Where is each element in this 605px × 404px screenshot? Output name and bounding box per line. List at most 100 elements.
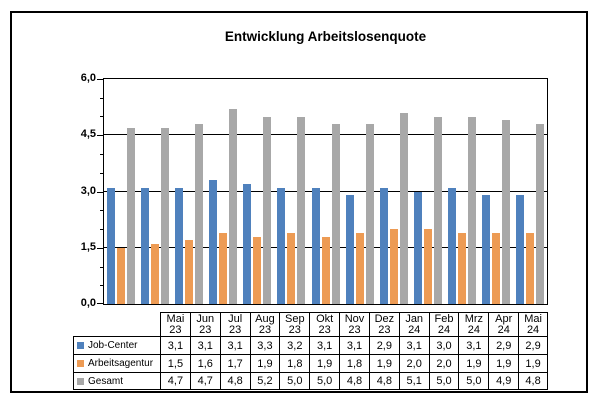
bar-job-center-jul-23	[175, 187, 184, 304]
table-header-mai-23: Mai 23	[160, 312, 190, 336]
bar-group-jul-23	[172, 79, 206, 304]
bar-gesamt-nov-23	[331, 124, 340, 304]
bar-arbeitsagentur-nov-23	[321, 236, 330, 304]
table-header-okt-23: Okt 23	[309, 312, 340, 336]
table-cell-arbeitsagentur-okt-23: 1,9	[309, 354, 340, 372]
bar-gesamt-okt-23	[297, 116, 306, 304]
y-minor-tick	[100, 228, 103, 230]
bar-group-dez-23	[343, 79, 377, 304]
y-minor-tick	[100, 97, 103, 99]
row-label-gesamt: Gesamt	[73, 372, 160, 390]
data-table: Mai 23 Jun 23 Jul 23 Aug 23 Sep 23 Okt 23 Nov 23 Dez 23…	[73, 312, 548, 390]
bar-arbeitsagentur-dez-23	[355, 232, 364, 304]
y-minor-tick	[100, 285, 103, 287]
table-header-mai-24: Mai 24	[518, 312, 548, 336]
bar-group-feb-24	[411, 79, 445, 304]
bar-job-center-mai-23	[107, 187, 116, 304]
table-cell-job-center-mai-23: 3,1	[160, 336, 190, 354]
bar-job-center-aug-23	[209, 180, 218, 304]
y-axis-label-1-5: 1,5	[80, 240, 96, 253]
bar-gesamt-sep-23	[263, 116, 272, 304]
bar-job-center-jan-24	[379, 187, 388, 304]
table-cell-job-center-apr-24: 2,9	[488, 336, 519, 354]
table-cell-job-center-sep-23: 3,2	[279, 336, 310, 354]
bar-gesamt-jan-24	[399, 112, 408, 304]
bar-gesamt-jun-23	[161, 127, 170, 304]
bar-group-mai-23	[104, 79, 138, 304]
bar-job-center-sep-23	[243, 184, 252, 304]
bar-gesamt-feb-24	[433, 116, 442, 304]
bar-group-sep-23	[240, 79, 274, 304]
bar-arbeitsagentur-jul-23	[185, 240, 194, 304]
bar-job-center-feb-24	[413, 191, 422, 304]
bar-arbeitsagentur-okt-23	[287, 232, 296, 304]
bar-gesamt-apr-24	[501, 120, 510, 304]
y-major-tick	[97, 247, 103, 249]
table-cell-gesamt-dez-23: 4,8	[368, 372, 399, 390]
bar-group-jun-23	[138, 79, 172, 304]
bar-group-jan-24	[377, 79, 411, 304]
table-cell-gesamt-mrz-24: 5,0	[458, 372, 489, 390]
y-axis-label-6-0: 6,0	[80, 72, 96, 84]
bar-arbeitsagentur-aug-23	[219, 232, 228, 304]
table-cell-gesamt-apr-24: 4,9	[488, 372, 519, 390]
table-cell-job-center-jan-24: 3,1	[398, 336, 429, 354]
bar-gesamt-jul-23	[195, 124, 204, 304]
table-header-mrz-24: Mrz 24	[458, 312, 489, 336]
y-minor-tick	[100, 116, 103, 118]
bar-arbeitsagentur-feb-24	[423, 229, 432, 304]
row-label-text-job-center: Job-Center	[88, 340, 138, 351]
bar-gesamt-mai-23	[127, 127, 136, 304]
y-minor-tick	[100, 153, 103, 155]
y-minor-tick	[100, 266, 103, 268]
table-cell-gesamt-mai-23: 4,7	[160, 372, 190, 390]
bar-arbeitsagentur-apr-24	[491, 232, 500, 304]
table-header-jun-23: Jun 23	[189, 312, 220, 336]
table-cell-gesamt-aug-23: 5,2	[249, 372, 280, 390]
table-cell-job-center-okt-23: 3,1	[309, 336, 340, 354]
y-axis-label-3-0: 3,0	[80, 184, 96, 197]
table-cell-arbeitsagentur-sep-23: 1,8	[279, 354, 310, 372]
y-major-tick	[97, 303, 103, 304]
y-major-tick	[97, 135, 103, 137]
table-cell-arbeitsagentur-mai-24: 1,9	[518, 354, 548, 372]
table-cell-job-center-nov-23: 3,1	[339, 336, 369, 354]
row-label-text-arbeitsagentur: Arbeitsagentur	[88, 358, 154, 369]
y-major-tick	[97, 191, 103, 193]
y-axis-label-0-0: 0,0	[80, 297, 96, 309]
table-header-jan-24: Jan 24	[398, 312, 429, 336]
bar-gesamt-mai-24	[535, 124, 544, 304]
bar-gesamt-aug-23	[229, 109, 238, 304]
table-cell-arbeitsagentur-aug-23: 1,9	[249, 354, 280, 372]
table-header-jul-23: Jul 23	[219, 312, 250, 336]
bar-group-okt-23	[274, 79, 308, 304]
bar-arbeitsagentur-mai-23	[117, 247, 126, 304]
y-major-tick	[97, 79, 103, 80]
table-cell-job-center-feb-24: 3,0	[428, 336, 459, 354]
table-cell-arbeitsagentur-mrz-24: 1,9	[458, 354, 489, 372]
table-corner-cell	[73, 312, 160, 336]
table-cell-gesamt-nov-23: 4,8	[339, 372, 369, 390]
bar-job-center-apr-24	[481, 195, 490, 304]
bar-job-center-mrz-24	[447, 187, 456, 304]
table-header-aug-23: Aug 23	[249, 312, 280, 336]
gridline	[104, 190, 547, 192]
table-cell-gesamt-jul-23: 4,8	[219, 372, 250, 390]
table-cell-arbeitsagentur-jul-23: 1,7	[219, 354, 250, 372]
bar-group-aug-23	[206, 79, 240, 304]
bar-job-center-dez-23	[345, 195, 354, 304]
table-cell-gesamt-okt-23: 5,0	[309, 372, 340, 390]
row-label-text-gesamt: Gesamt	[88, 375, 124, 387]
bar-arbeitsagentur-jun-23	[151, 244, 160, 304]
bar-arbeitsagentur-mrz-24	[457, 232, 466, 304]
bar-group-mai-24	[513, 79, 547, 304]
table-cell-arbeitsagentur-jun-23: 1,6	[189, 354, 220, 372]
bar-gesamt-dez-23	[365, 124, 374, 304]
chart-frame: Entwicklung Arbeitslosenquote 6,0 4,5 3,0 1…	[10, 11, 588, 393]
y-minor-tick	[100, 172, 103, 174]
row-label-arbeitsagentur: Arbeitsagentur	[73, 354, 160, 372]
table-header-feb-24: Feb 24	[428, 312, 459, 336]
table-cell-arbeitsagentur-dez-23: 1,9	[368, 354, 399, 372]
table-cell-gesamt-feb-24: 5,0	[428, 372, 459, 390]
